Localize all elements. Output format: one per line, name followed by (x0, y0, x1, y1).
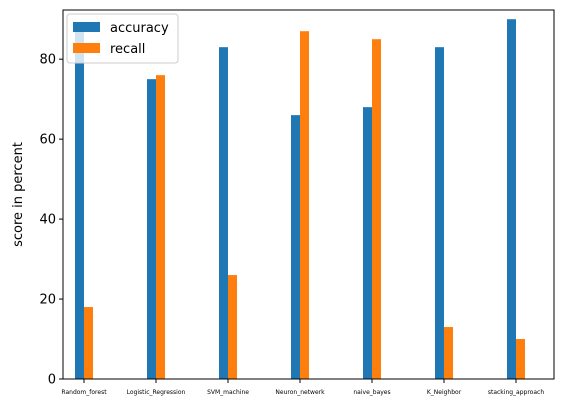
y-tick-label: 60 (39, 133, 56, 148)
bar-accuracy-K_Neighbor (435, 47, 444, 380)
x-tick-label: K_Neighbor (427, 389, 462, 396)
legend: accuracy recall (66, 13, 179, 64)
y-axis: 0 20 40 60 80 (39, 53, 63, 388)
plot-frame (62, 9, 555, 380)
bar-recall-naive_bayes (372, 39, 381, 380)
x-axis: Random_forest Logistic_Regression SVM_mach… (61, 379, 544, 396)
y-axis-label: score in percent (11, 142, 26, 247)
bar-accuracy-Logistic_Regression (147, 79, 156, 379)
x-tick-label: Neuron_netwerk (275, 389, 325, 396)
y-tick-label: 40 (39, 213, 56, 228)
bar-recall-SVM_machine (228, 275, 237, 379)
x-tick-label: naive_bayes (353, 389, 390, 396)
bar-recall-K_Neighbor (444, 327, 453, 379)
x-tick-label: Logistic_Regression (127, 389, 186, 396)
bar-accuracy-naive_bayes (363, 107, 372, 380)
bar-recall-stacking_approach (516, 339, 525, 379)
y-tick-label: 20 (39, 293, 56, 308)
bar-accuracy-Random_forest (75, 27, 84, 379)
bar-recall-Neuron_netwerk (300, 31, 309, 379)
bar-accuracy-SVM_machine (219, 47, 228, 380)
y-tick-label: 0 (48, 373, 56, 388)
x-tick-label: stacking_approach (488, 389, 544, 396)
legend-swatch-accuracy (73, 22, 100, 32)
x-tick-label: SVM_machine (207, 389, 249, 396)
legend-swatch-recall (73, 43, 100, 53)
legend-label-accuracy: accuracy (110, 21, 169, 36)
bar-recall-Random_forest (84, 307, 93, 379)
bar-accuracy-stacking_approach (507, 19, 516, 379)
bar-recall-Logistic_Regression (156, 75, 165, 379)
y-tick-label: 80 (39, 53, 56, 68)
bars-group (75, 19, 525, 380)
bar-accuracy-Neuron_netwerk (291, 115, 300, 379)
x-tick-label: Random_forest (61, 389, 107, 396)
legend-label-recall: recall (110, 42, 145, 57)
